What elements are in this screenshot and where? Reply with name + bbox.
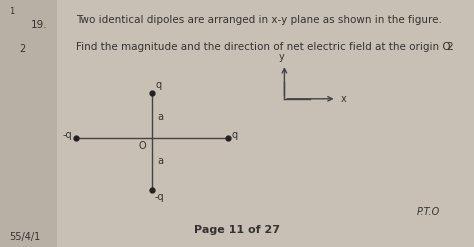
Text: 2: 2: [446, 42, 453, 52]
Text: -q: -q: [63, 130, 72, 140]
Text: a: a: [157, 112, 164, 123]
Text: O: O: [138, 141, 146, 151]
Text: 2: 2: [19, 44, 25, 54]
Text: q: q: [155, 80, 162, 90]
Text: Find the magnitude and the direction of net electric field at the origin O.: Find the magnitude and the direction of …: [76, 42, 454, 52]
Text: P.T.O: P.T.O: [417, 207, 440, 217]
Text: 19.: 19.: [31, 20, 47, 30]
Text: Page 11 of 27: Page 11 of 27: [194, 225, 280, 235]
Text: -q: -q: [155, 192, 164, 202]
Text: 55/4/1: 55/4/1: [9, 232, 41, 242]
Text: y: y: [279, 52, 285, 62]
Text: 1: 1: [9, 7, 15, 16]
Text: q: q: [231, 130, 237, 140]
Text: a: a: [157, 156, 164, 166]
Text: x: x: [340, 94, 346, 104]
Bar: [0, 0, 57, 247]
Text: Two identical dipoles are arranged in x-y plane as shown in the figure.: Two identical dipoles are arranged in x-…: [76, 15, 442, 25]
